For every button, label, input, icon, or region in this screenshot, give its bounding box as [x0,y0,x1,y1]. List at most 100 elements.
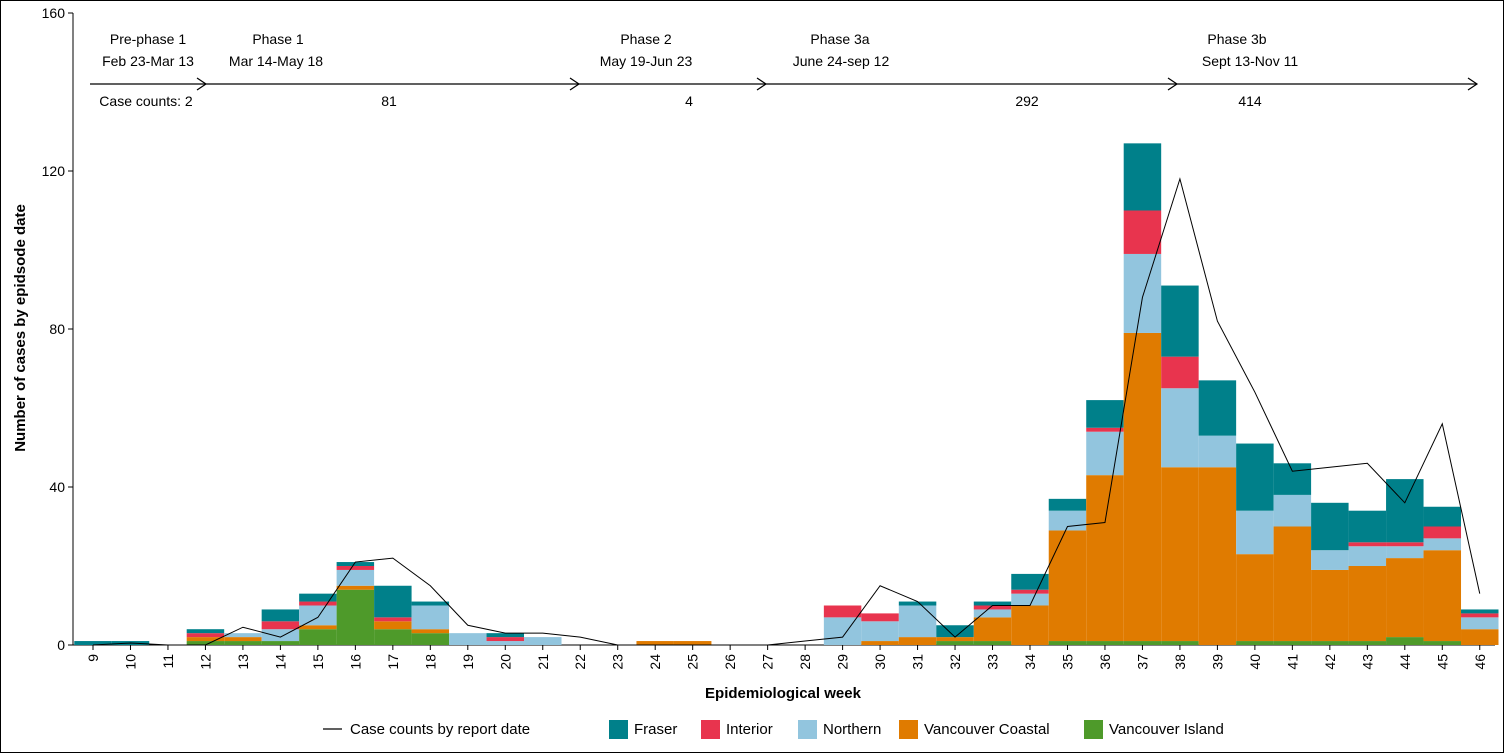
x-tick-label: 18 [422,654,438,670]
phase-name: Pre-phase 1 [110,31,186,47]
legend: Case counts by report date Fraser Interior… [323,720,1224,739]
bar-segment [1461,613,1499,618]
bar-segment [486,641,525,645]
bar-segment [449,633,487,645]
legend-swatch [701,720,720,739]
bar-segment [898,605,937,638]
bar-segment [1386,546,1424,559]
bar-segment [1086,475,1124,642]
bar-segment [1123,332,1162,642]
phase-dates: Mar 14-May 18 [229,53,323,69]
x-tick-label: 46 [1472,654,1488,670]
legend-swatch [609,720,628,739]
phase-case-count: 81 [381,93,397,109]
bar-segment [299,629,337,645]
bar-segment [1348,566,1387,642]
bar-segment [936,625,974,638]
bar-segment [411,605,450,630]
bar-segment [973,601,1012,606]
x-tick-label: 40 [1247,654,1263,670]
phase-name: Phase 3a [810,31,869,47]
legend-label: Interior [726,721,773,738]
bar-segment [1423,506,1462,527]
bar-segment [823,605,862,618]
x-tick-label: 17 [385,654,401,670]
phase-dates: Feb 23-Mar 13 [102,53,194,69]
x-tick-label: 36 [1097,654,1113,670]
bar-segment [1198,435,1237,468]
phase-case-count: 4 [685,93,693,109]
bar-segment [336,566,375,570]
bar-segment [1161,641,1199,645]
x-tick-label: 13 [235,654,251,670]
bar-segment [374,617,412,622]
bar-segment [1348,641,1387,645]
y-axis-title: Number of cases by epidsode date [12,204,29,452]
bar-segment [411,633,450,645]
bar-segment [1311,569,1349,642]
x-tick-label: 32 [947,654,963,670]
x-tick-label: 45 [1434,654,1450,670]
y-tick-label: 80 [49,321,65,337]
x-tick-label: 33 [985,654,1001,670]
bar-segment [973,617,1012,642]
bar-segment [973,641,1012,645]
phase-dates: Sept 13-Nov 11 [1202,53,1298,69]
legend-label: Northern [823,721,881,738]
bar-segment [1086,641,1124,645]
bar-segment [936,641,974,645]
bar-segment [861,621,899,642]
bar-segment [1011,589,1049,594]
x-tick-label: 39 [1209,654,1225,670]
bar-segment [973,609,1012,618]
legend-swatch [798,720,817,739]
x-tick-label: 41 [1284,654,1300,670]
bar-segment [1086,400,1124,428]
bar-segment [1348,546,1387,566]
bar-segment [1161,388,1199,468]
bar-segment [299,605,337,626]
bar-segment [224,637,262,642]
x-tick-label: 26 [722,654,738,670]
bar-segment [1198,467,1237,645]
bar-segment [186,629,225,634]
x-tick-label: 24 [647,654,663,670]
legend-swatch [899,720,918,739]
bar-segment [973,605,1012,610]
bar-segment [1086,427,1124,432]
bar-segment [336,589,375,645]
x-tick-label: 27 [760,654,776,670]
bar-segment [1236,554,1274,642]
bar-segment [1311,502,1349,551]
bar-segment [1123,641,1162,645]
bar-segment [261,641,300,645]
legend-swatch [1084,720,1103,739]
bar-segment [1123,210,1162,254]
bar-segment [936,637,974,642]
bar-segment [1273,494,1312,527]
bar-segment [636,641,674,645]
bar-segment [336,569,375,586]
y-tick-label: 40 [49,479,65,495]
bar-segment [261,609,300,622]
stacked-bars [74,143,1499,645]
bar-segment [1236,443,1274,511]
bar-segment [1236,510,1274,555]
bar-segment [1086,431,1124,476]
y-tick-label: 0 [57,637,65,653]
x-tick-label: 14 [272,654,288,670]
bar-segment [186,641,225,645]
bar-segment [1386,558,1424,638]
legend-label: Fraser [634,721,677,738]
x-tick-label: 35 [1059,654,1075,670]
x-tick-label: 21 [535,654,551,670]
bar-segment [861,613,899,622]
phase-name: Phase 3b [1207,31,1266,47]
x-tick-label: 34 [1022,654,1038,670]
phase-arrowhead [1467,77,1479,91]
bar-segment [1011,573,1049,590]
bar-segment [1461,617,1499,630]
bar-segment [299,593,337,602]
bar-segment [261,621,300,630]
bar-segment [1161,285,1199,357]
